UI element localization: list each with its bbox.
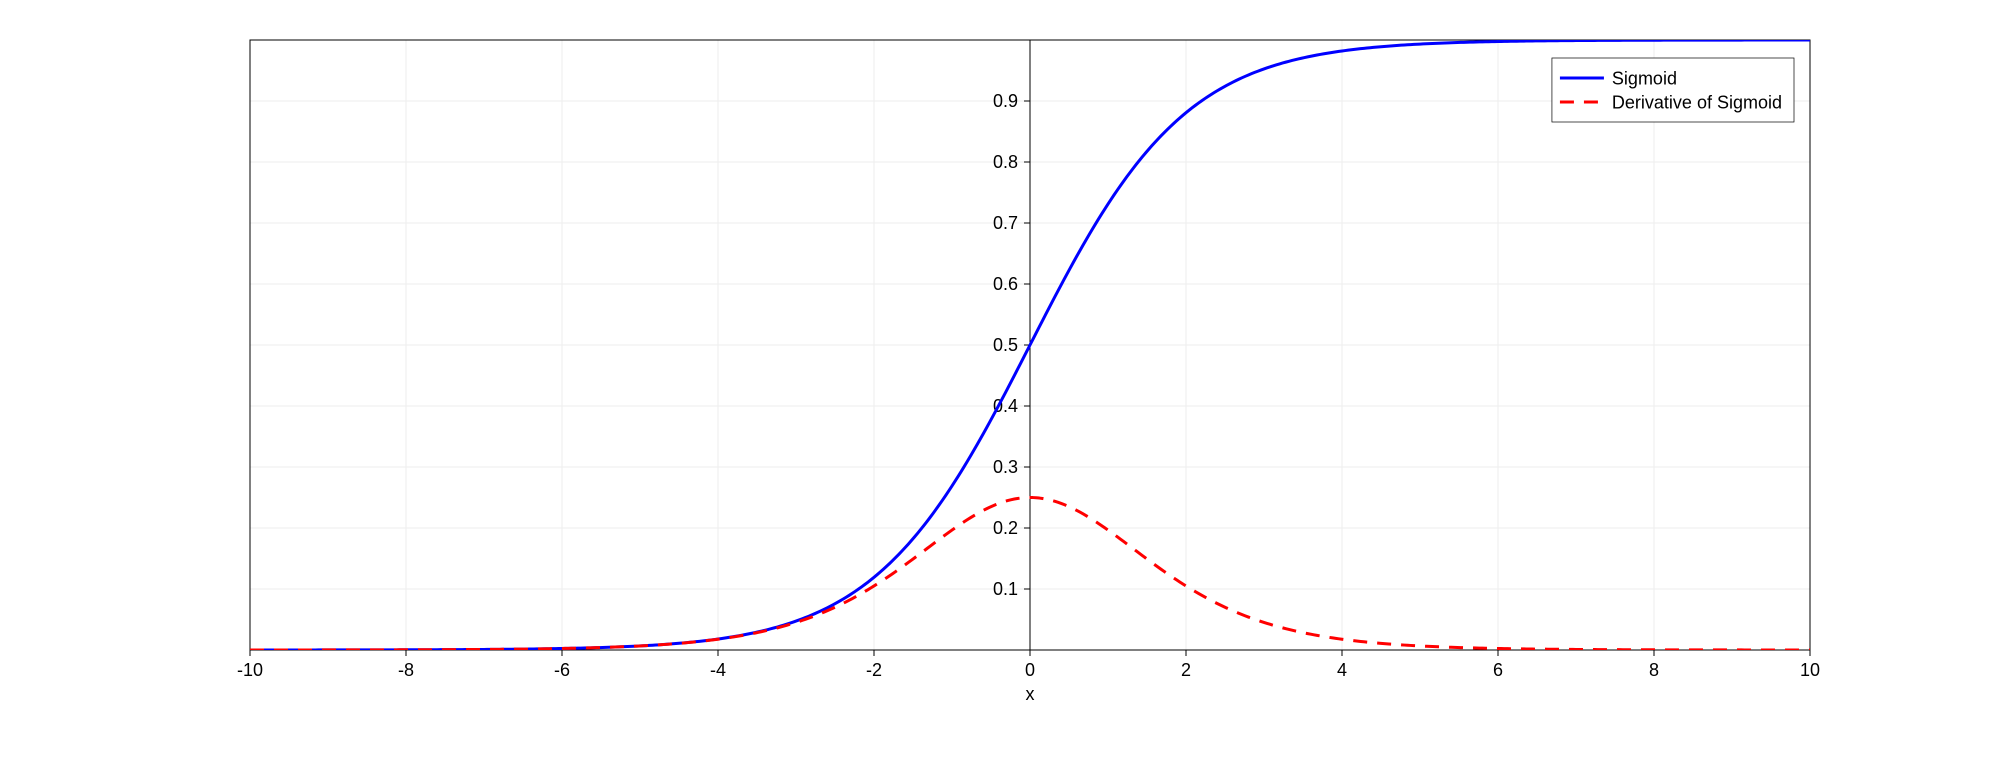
y-tick-label: 0.8 xyxy=(993,152,1018,172)
x-tick-label: 4 xyxy=(1337,660,1347,680)
y-tick-label: 0.5 xyxy=(993,335,1018,355)
y-tick-label: 0.1 xyxy=(993,579,1018,599)
x-tick-label: 2 xyxy=(1181,660,1191,680)
x-tick-label: 0 xyxy=(1025,660,1035,680)
x-tick-label: 8 xyxy=(1649,660,1659,680)
x-tick-label: -4 xyxy=(710,660,726,680)
x-tick-label: 6 xyxy=(1493,660,1503,680)
x-tick-label: -6 xyxy=(554,660,570,680)
y-tick-label: 0.6 xyxy=(993,274,1018,294)
y-tick-label: 0.3 xyxy=(993,457,1018,477)
legend: Sigmoid Derivative of Sigmoid xyxy=(1552,58,1794,122)
legend-label: Derivative of Sigmoid xyxy=(1612,92,1782,112)
y-tick-label: 0.9 xyxy=(993,91,1018,111)
sigmoid-chart: -10-8-6-4-202468100.10.20.30.40.50.60.70… xyxy=(0,0,2000,766)
y-tick-label: 0.2 xyxy=(993,518,1018,538)
x-axis-label: x xyxy=(1026,684,1035,704)
legend-label: Sigmoid xyxy=(1612,68,1677,88)
x-tick-label: -2 xyxy=(866,660,882,680)
x-tick-label: 10 xyxy=(1800,660,1820,680)
x-tick-label: -8 xyxy=(398,660,414,680)
y-tick-label: 0.7 xyxy=(993,213,1018,233)
x-tick-label: -10 xyxy=(237,660,263,680)
